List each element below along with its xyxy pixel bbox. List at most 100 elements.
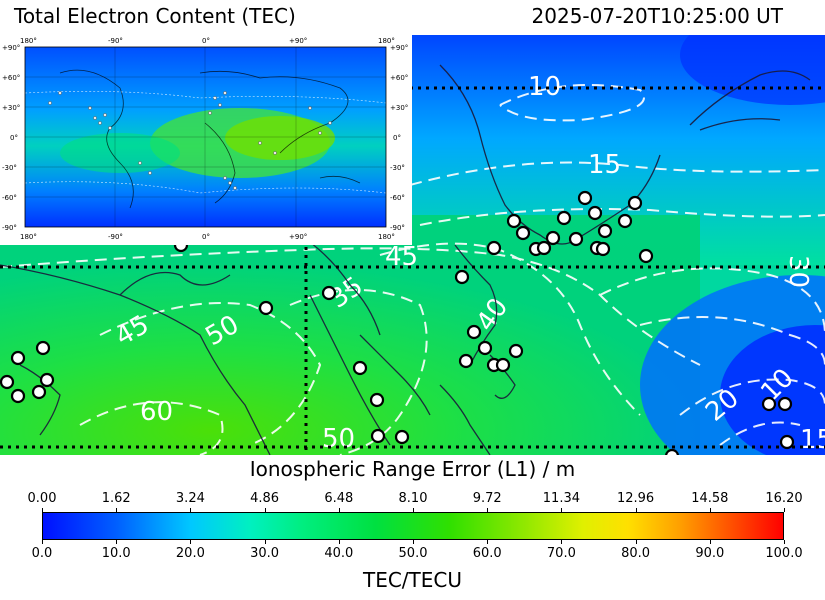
tec-tick-label: 70.0 [546,546,576,561]
range-error-tick-label: 11.34 [542,491,580,506]
colorbar-tick [264,540,266,544]
inset-lat-tick: +60° [390,74,408,82]
gnss-station-marker [352,360,368,376]
gnss-station-marker [10,388,26,404]
tec-tick-label: 60.0 [472,546,502,561]
gnss-station-marker [486,240,502,256]
gnss-station-marker [556,210,572,226]
tec-tick-label: 80.0 [621,546,651,561]
inset-lon-tick: 180° [20,233,37,241]
gnss-station-marker [454,269,470,285]
gnss-station-marker [466,324,482,340]
inset-lat-tick: -60° [390,194,405,202]
colorbar-tick [116,508,118,512]
inset-lon-tick: +90° [289,233,307,241]
gnss-station-marker [545,230,561,246]
gnss-station-marker [577,190,593,206]
gnss-station-marker [777,396,793,412]
colorbar-tick [709,508,711,512]
tec-tick-label: 40.0 [324,546,354,561]
gnss-station-marker [0,374,15,390]
gnss-station-marker [638,248,654,264]
range-error-tick-label: 14.58 [691,491,729,506]
colorbar-tick [784,508,785,512]
inset-lon-tick: 180° [378,233,395,241]
inset-lat-tick: -60° [2,194,17,202]
tec-colorbar [42,512,784,540]
gnss-station-marker [617,213,633,229]
gnss-station-marker [39,372,55,388]
inset-lon-tick: -90° [108,233,123,241]
gnss-station-marker [779,434,795,450]
map-title: Total Electron Content (TEC) [14,4,296,28]
gnss-station-marker [761,396,777,412]
gnss-station-marker [536,240,552,256]
tec-tick-label: 50.0 [398,546,428,561]
range-error-title: Ionospheric Range Error (L1) / m [249,457,576,481]
gnss-station-marker [10,350,26,366]
inset-lat-tick: +90° [390,44,408,52]
colorbar-tick [42,540,43,544]
inset-lon-tick: 180° [20,37,37,45]
gnss-station-marker [258,300,274,316]
inset-lat-tick: -90° [390,224,405,232]
inset-lat-tick: -90° [2,224,17,232]
colorbar-tick [190,508,192,512]
range-error-tick-label: 0.00 [27,491,57,506]
colorbar-tick [635,540,637,544]
colorbar-tick [561,508,563,512]
colorbar-tick [561,540,563,544]
colorbar-tick [338,508,340,512]
tec-tick-label: 100.0 [765,546,803,561]
gnss-station-marker [587,205,603,221]
contour-label: 15 [588,150,621,180]
gnss-station-marker [515,225,531,241]
contour-label: 15 [800,425,825,455]
colorbar-tick [413,508,414,512]
main-tec-map: 10 15 45 30 40 35 45 50 60 50 20 10 15 [0,35,825,455]
range-error-tick-label: 3.24 [175,491,205,506]
tec-tick-label: 10.0 [101,546,131,561]
gnss-station-marker [597,223,613,239]
range-error-tick-label: 8.10 [398,491,428,506]
gnss-station-marker [31,384,47,400]
colorbar-tick [635,508,637,512]
colorbar-tick [116,540,118,544]
inset-lat-tick: +60° [2,74,20,82]
gnss-station-marker [458,353,474,369]
inset-lon-tick: -90° [108,37,123,45]
gnss-station-marker [664,448,680,455]
colorbar-tick [487,508,489,512]
gnss-station-marker [35,340,51,356]
inset-lon-tick: 0° [202,233,210,241]
range-error-tick-label: 1.62 [101,491,131,506]
colorbar-tick [264,508,266,512]
gnss-station-marker [495,357,511,373]
inset-lat-tick: +90° [2,44,20,52]
global-inset-map: 180° -90° 0° +90° 180° 180° -90° 0° +90°… [0,33,412,245]
inset-lon-tick: 180° [378,37,395,45]
colorbar-tick [42,508,43,512]
gnss-station-marker [370,428,386,444]
inset-lat-tick: 0° [393,134,401,142]
range-error-tick-label: 12.96 [616,491,655,506]
gnss-station-marker [477,340,493,356]
inset-lat-tick: +30° [2,104,20,112]
inset-lat-tick: -30° [2,164,17,172]
tec-tick-label: 30.0 [250,546,280,561]
tec-tick-label: 0.0 [31,546,53,561]
gnss-station-marker [568,231,584,247]
inset-lon-tick: 0° [202,37,210,45]
gnss-station-marker [321,285,337,301]
colorbar-tick [413,540,414,544]
map-timestamp: 2025-07-20T10:25:00 UT [531,4,783,28]
contour-label: 60 [140,397,173,427]
inset-lat-tick: 0° [10,134,18,142]
gnss-station-marker [508,343,524,359]
contour-label: 30 [783,255,813,288]
gnss-station-marker [394,429,410,445]
range-error-tick-label: 16.20 [765,491,803,506]
gnss-station-marker [506,213,522,229]
contour-label: 50 [322,424,355,454]
tec-unit-title: TEC/TECU [362,568,462,592]
